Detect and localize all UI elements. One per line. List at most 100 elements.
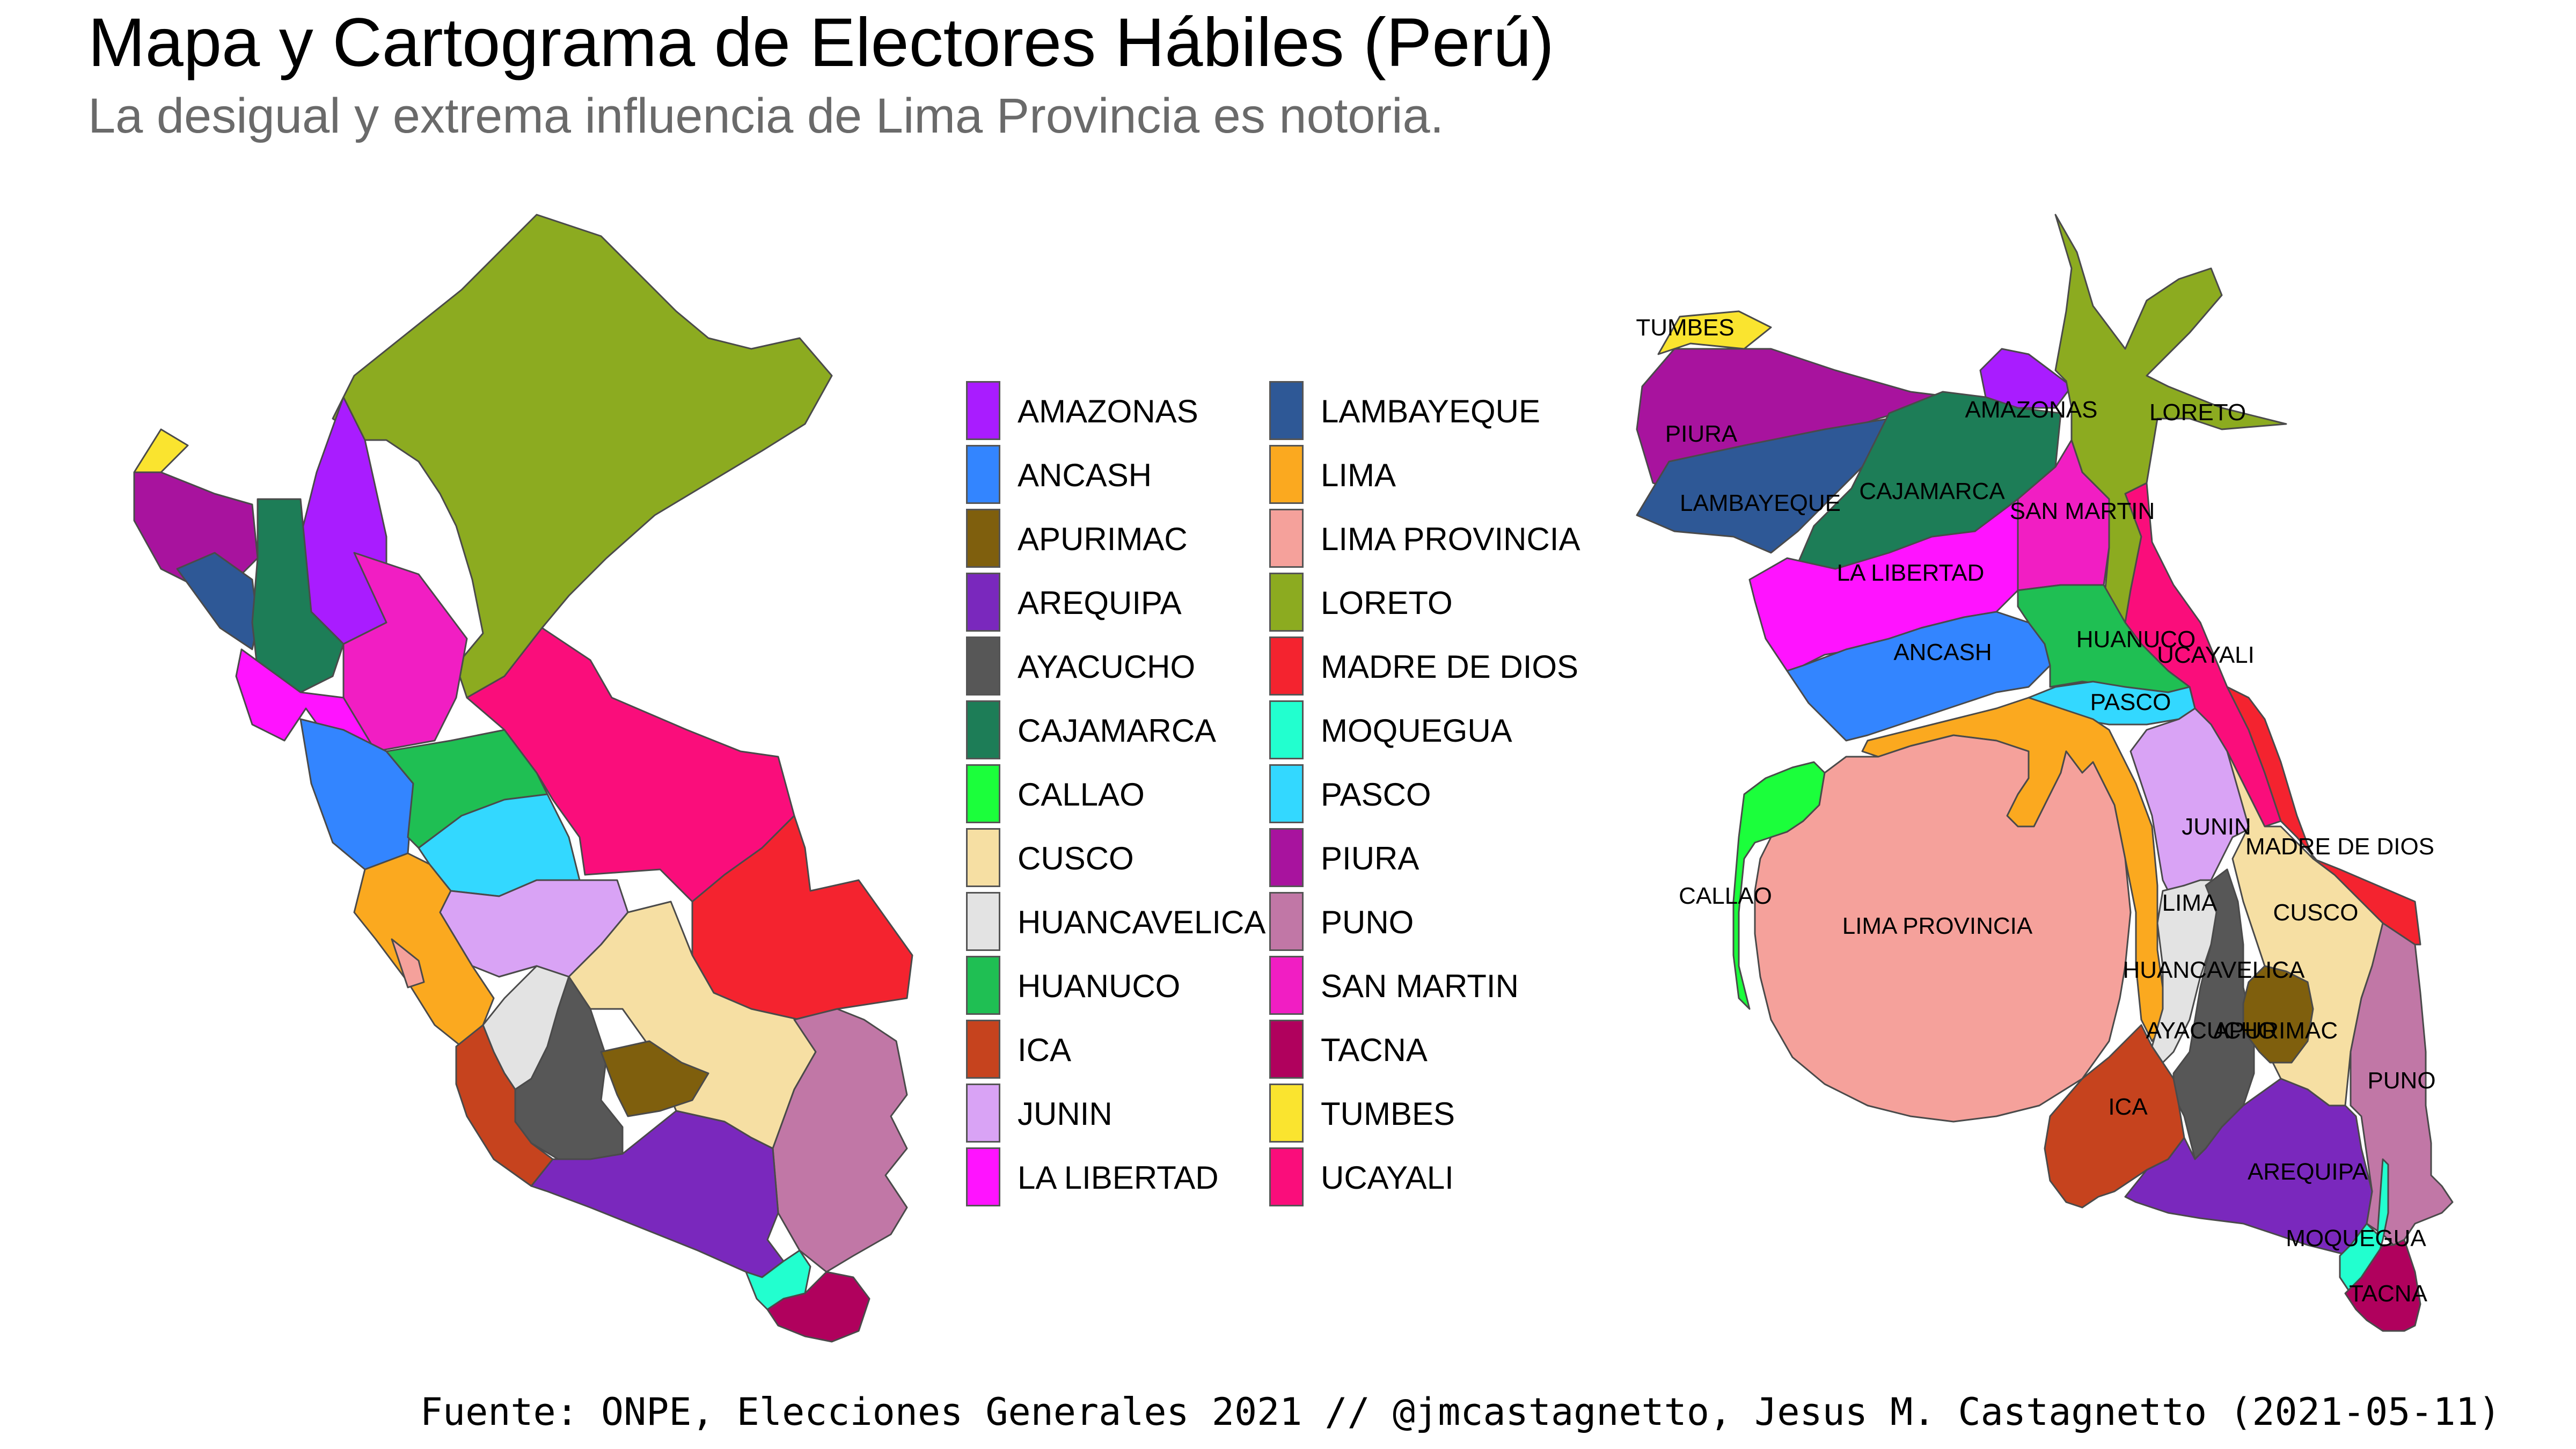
label-tumbes: TUMBES: [1636, 314, 1734, 341]
region-arequipa: [2124, 1078, 2373, 1257]
region-cajamarca: [251, 498, 345, 693]
label-lambayeque: LAMBAYEQUE: [1680, 490, 1841, 516]
legend-label: MOQUEGUA: [1321, 713, 1512, 749]
region-huancavelica: [2151, 879, 2223, 1064]
legend-label: CAJAMARCA: [1018, 713, 1217, 749]
legend-label: LAMBAYEQUE: [1321, 393, 1541, 429]
region-callao: [1732, 761, 1826, 1010]
label-huancavelica: HUANCAVELICA: [2123, 957, 2305, 983]
legend-swatch: [1269, 828, 1304, 887]
region-arequipa: [530, 1110, 785, 1278]
label-huanuco: HUANUCO: [2076, 626, 2196, 653]
region-apurimac: [600, 1040, 709, 1117]
legend-label: CALLAO: [1018, 777, 1145, 813]
legend-swatch: [1269, 1020, 1304, 1079]
legend-label: LORETO: [1321, 585, 1453, 621]
legend-label: ANCASH: [1018, 457, 1152, 493]
label-junin: JUNIN: [2182, 814, 2251, 840]
legend-swatch: [966, 509, 1000, 568]
legend-swatch: [966, 573, 1000, 632]
label-loreto: LORETO: [2149, 399, 2246, 426]
chart-title: Mapa y Cartograma de Electores Hábiles (…: [88, 4, 1554, 81]
label-tacna: TACNA: [2349, 1280, 2428, 1307]
legend-label: UCAYALI: [1321, 1160, 1454, 1196]
legend-swatch: [966, 381, 1000, 440]
label-arequipa: AREQUIPA: [2248, 1159, 2368, 1185]
label-cusco: CUSCO: [2273, 899, 2359, 926]
legend-swatch: [966, 1147, 1000, 1206]
legend-swatch: [1269, 381, 1304, 440]
label-ucayali: UCAYALI: [2157, 642, 2255, 668]
region-moquegua: [745, 1249, 811, 1311]
legend-swatch: [966, 828, 1000, 887]
label-ica: ICA: [2108, 1094, 2148, 1120]
legend-swatch: [1269, 956, 1304, 1015]
legend-label: AREQUIPA: [1018, 585, 1182, 621]
legend-swatch: [966, 636, 1000, 696]
label-madre-de-dios: MADRE DE DIOS: [2245, 833, 2434, 860]
legend: AMAZONAS ANCASH APURIMAC AREQUIPA AYACUCHO CA…: [966, 381, 1610, 1218]
region-lima: [353, 852, 495, 1048]
legend-label: MADRE DE DIOS: [1321, 649, 1579, 685]
legend-label: LIMA PROVINCIA: [1321, 521, 1580, 557]
label-ancash: ANCASH: [1893, 639, 1992, 665]
label-amazonas: AMAZONAS: [1965, 397, 2098, 423]
label-apurimac: APURIMAC: [2213, 1018, 2338, 1044]
legend-swatch: [966, 1020, 1000, 1079]
region-ancash: [1786, 611, 2051, 742]
legend-label: TUMBES: [1321, 1096, 1455, 1132]
legend-swatch: [1269, 573, 1304, 632]
region-ayacucho: [514, 976, 624, 1160]
label-ayacucho: AYACUCHO: [2146, 1018, 2277, 1044]
region-cusco: [2226, 750, 2389, 1107]
region-tacna: [766, 1271, 870, 1343]
legend-label: AYACUCHO: [1018, 649, 1196, 685]
legend-swatch: [1269, 636, 1304, 696]
region-loreto: [2054, 214, 2287, 624]
region-san-martin: [342, 552, 468, 752]
legend-swatch: [966, 892, 1000, 951]
legend-label: HUANUCO: [1018, 968, 1181, 1004]
legend-swatch: [1269, 700, 1304, 759]
label-lima-provincia: LIMA PROVINCIA: [1842, 913, 2033, 939]
legend-label: PUNO: [1321, 904, 1414, 940]
region-ica: [455, 1024, 554, 1187]
legend-swatch: [1269, 445, 1304, 504]
legend-label: PASCO: [1321, 777, 1431, 813]
region-lima-provincia: [1754, 734, 2132, 1123]
chart-subtitle: La desigual y extrema influencia de Lima…: [88, 89, 1444, 143]
legend-label: HUANCAVELICA: [1018, 904, 1266, 940]
region-tumbes: [133, 428, 189, 473]
legend-label: JUNIN: [1018, 1096, 1113, 1132]
label-callao: CALLAO: [1679, 883, 1772, 909]
label-san-martin: SAN MARTIN: [2010, 498, 2155, 524]
region-apurimac: [2242, 965, 2314, 1064]
legend-swatch: [966, 956, 1000, 1015]
legend-swatch: [1269, 892, 1304, 951]
legend-swatch: [966, 1084, 1000, 1143]
geographic-map: [133, 214, 913, 1343]
legend-label: APURIMAC: [1018, 521, 1188, 557]
legend-label: LA LIBERTAD: [1018, 1160, 1219, 1196]
legend-swatch: [966, 445, 1000, 504]
label-cajamarca: CAJAMARCA: [1859, 478, 2005, 504]
legend-label: LIMA: [1321, 457, 1396, 493]
legend-swatch: [966, 764, 1000, 823]
legend-swatch: [1269, 1147, 1304, 1206]
label-lima: LIMA: [2162, 890, 2218, 916]
legend-swatch: [1269, 509, 1304, 568]
label-moquegua: MOQUEGUA: [2286, 1225, 2426, 1252]
legend-label: PIURA: [1321, 840, 1419, 876]
region-tumbes: [1657, 310, 1772, 355]
region-tacna: [2344, 1239, 2421, 1332]
legend-swatch: [1269, 1084, 1304, 1143]
label-piura: PIURA: [1665, 421, 1738, 447]
label-pasco: PASCO: [2090, 689, 2171, 715]
region-puno: [772, 1008, 908, 1273]
legend-label: ICA: [1018, 1032, 1072, 1068]
legend-swatch: [1269, 764, 1304, 823]
legend-label: SAN MARTIN: [1321, 968, 1519, 1004]
legend-swatch: [966, 700, 1000, 759]
region-lambayeque: [1636, 418, 1890, 554]
source-caption: Fuente: ONPE, Elecciones Generales 2021 …: [420, 1390, 2501, 1434]
